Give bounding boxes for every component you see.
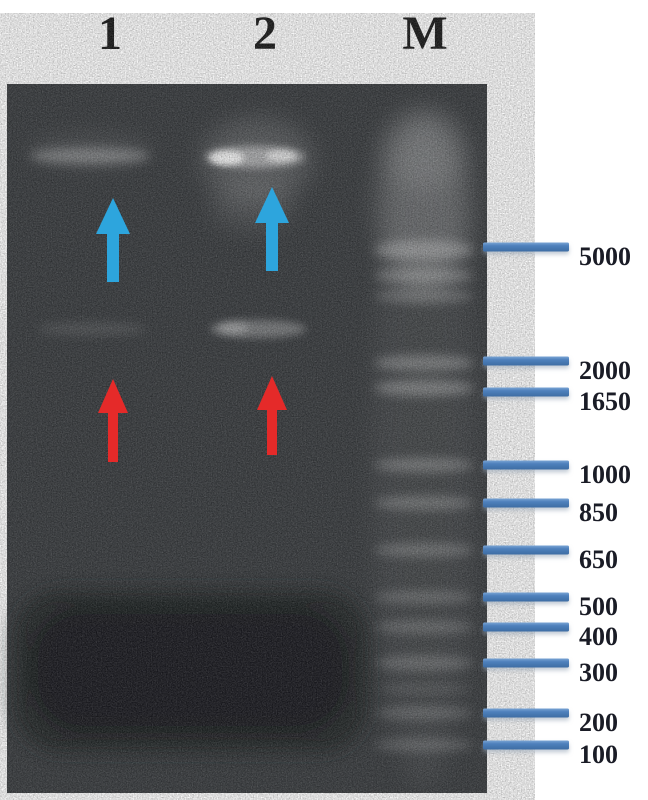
gel-noise-light-texture [7,84,487,793]
annotation-arrows-layer [96,187,289,462]
ladder-tick-100 [483,740,569,750]
ladder-size-label-500: 500 [579,592,618,621]
ladder-ticks-layer [483,242,569,750]
ladder-tick-400 [483,622,569,632]
lane-label-M: M [402,7,448,60]
ladder-size-label-300: 300 [579,658,618,687]
blue-arrow-lane2 [255,187,289,271]
ladder-size-label-1650: 1650 [579,387,631,416]
ladder-tick-200 [483,708,569,718]
red-arrow-lane1 [98,379,128,462]
ladder-tick-1000 [483,460,569,470]
ladder-size-label-200: 200 [579,708,618,737]
ladder-tick-1650 [483,387,569,397]
ladder-size-label-100: 100 [579,740,618,769]
ladder-size-label-400: 400 [579,622,618,651]
red-arrow-lane2 [257,376,287,455]
ladder-size-label-850: 850 [579,498,618,527]
ladder-size-label-2000: 2000 [579,356,631,385]
ladder-tick-2000 [483,356,569,366]
blue-arrow-lane1 [96,198,130,282]
ladder-tick-500 [483,592,569,602]
lane-label-1: 1 [98,7,122,60]
lane-label-2: 2 [253,7,277,60]
ladder-size-label-5000: 5000 [579,242,631,271]
ladder-tick-300 [483,658,569,668]
ladder-size-label-650: 650 [579,545,618,574]
ladder-size-label-1000: 1000 [579,460,631,489]
ladder-tick-650 [483,545,569,555]
ladder-tick-5000 [483,242,569,252]
ladder-tick-850 [483,498,569,508]
